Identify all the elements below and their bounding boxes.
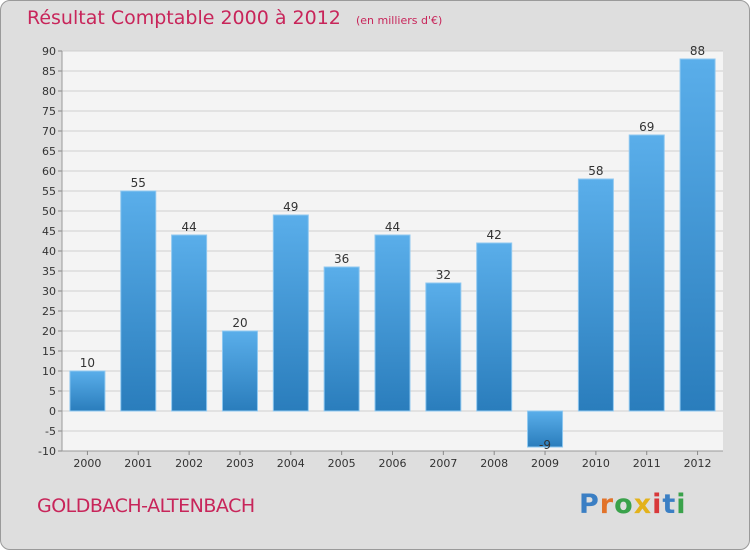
data-label: 88: [690, 44, 705, 58]
y-tick-label: 20: [42, 325, 56, 338]
y-tick-label: 15: [42, 345, 56, 358]
bar: [527, 410, 564, 448]
y-tick-label: 10: [42, 365, 56, 378]
commune-name: GOLDBACH-ALTENBACH: [37, 495, 255, 517]
y-tick-label: 60: [42, 165, 56, 178]
y-tick-label: 50: [42, 205, 56, 218]
bar: [323, 266, 360, 412]
data-label: 44: [385, 220, 400, 234]
x-tick-label: 2011: [633, 457, 661, 470]
chart-unit-text: (en milliers d'€): [355, 14, 443, 27]
bar: [374, 234, 411, 412]
data-label: 32: [436, 268, 451, 282]
data-label: 69: [639, 120, 654, 134]
bar: [577, 178, 614, 412]
data-label: -9: [539, 438, 551, 452]
bar: [272, 214, 309, 412]
y-tick-label: 85: [42, 65, 56, 78]
x-tick-label: 2005: [328, 457, 356, 470]
y-tick-label: 65: [42, 145, 56, 158]
logo-letter: P: [579, 489, 600, 520]
logo-letter: i: [652, 489, 663, 520]
data-label: 20: [232, 316, 247, 330]
y-tick-label: 30: [42, 285, 56, 298]
x-tick-label: 2007: [429, 457, 457, 470]
x-tick-label: 2006: [379, 457, 407, 470]
data-label: 42: [487, 228, 502, 242]
bar: [221, 330, 258, 412]
data-label: 44: [181, 220, 196, 234]
bar: [476, 242, 513, 412]
y-tick-label: -10: [38, 445, 56, 458]
y-tick-label: 70: [42, 125, 56, 138]
chart-title: Résultat Comptable 2000 à 2012 (en milli…: [27, 7, 442, 29]
y-tick-label: 35: [42, 265, 56, 278]
logo-letter: r: [599, 489, 615, 520]
proxiti-logo: Proxiti: [579, 489, 687, 520]
bar: [69, 370, 106, 412]
bar-chart: -10 -5 0 5 10 15 20 25 30 35 40 45 50 55 60 65 70 75 80 85 9…: [38, 44, 723, 470]
bar: [171, 234, 208, 412]
x-tick-label: 2010: [582, 457, 610, 470]
y-tick-label: -5: [45, 425, 56, 438]
data-label: 55: [131, 176, 146, 190]
bar: [679, 58, 716, 412]
data-label: 36: [334, 252, 349, 266]
x-tick-label: 2003: [226, 457, 254, 470]
bar: [425, 282, 462, 412]
data-label: 10: [80, 356, 95, 370]
x-tick-label: 2012: [684, 457, 712, 470]
data-label: 49: [283, 200, 298, 214]
chart-title-text: Résultat Comptable 2000 à 2012: [27, 7, 341, 29]
bar: [120, 190, 157, 412]
y-tick-label: 90: [42, 45, 56, 58]
y-tick-label: 45: [42, 225, 56, 238]
x-tick-label: 2009: [531, 457, 559, 470]
data-label: 58: [588, 164, 603, 178]
logo-letter: x: [633, 489, 653, 520]
bar: [628, 134, 665, 412]
x-tick-label: 2002: [175, 457, 203, 470]
y-tick-label: 75: [42, 105, 56, 118]
logo-letter: i: [676, 489, 687, 520]
logo-letter: t: [662, 489, 677, 520]
y-tick-label: 5: [49, 385, 56, 398]
x-tick-label: 2004: [277, 457, 305, 470]
x-tick-label: 2008: [480, 457, 508, 470]
y-tick-label: 25: [42, 305, 56, 318]
y-tick-label: 0: [49, 405, 56, 418]
y-tick-label: 40: [42, 245, 56, 258]
x-tick-label: 2001: [124, 457, 152, 470]
y-tick-label: 80: [42, 85, 56, 98]
y-tick-label: 55: [42, 185, 56, 198]
logo-letter: o: [614, 489, 634, 520]
x-tick-label: 2000: [73, 457, 101, 470]
